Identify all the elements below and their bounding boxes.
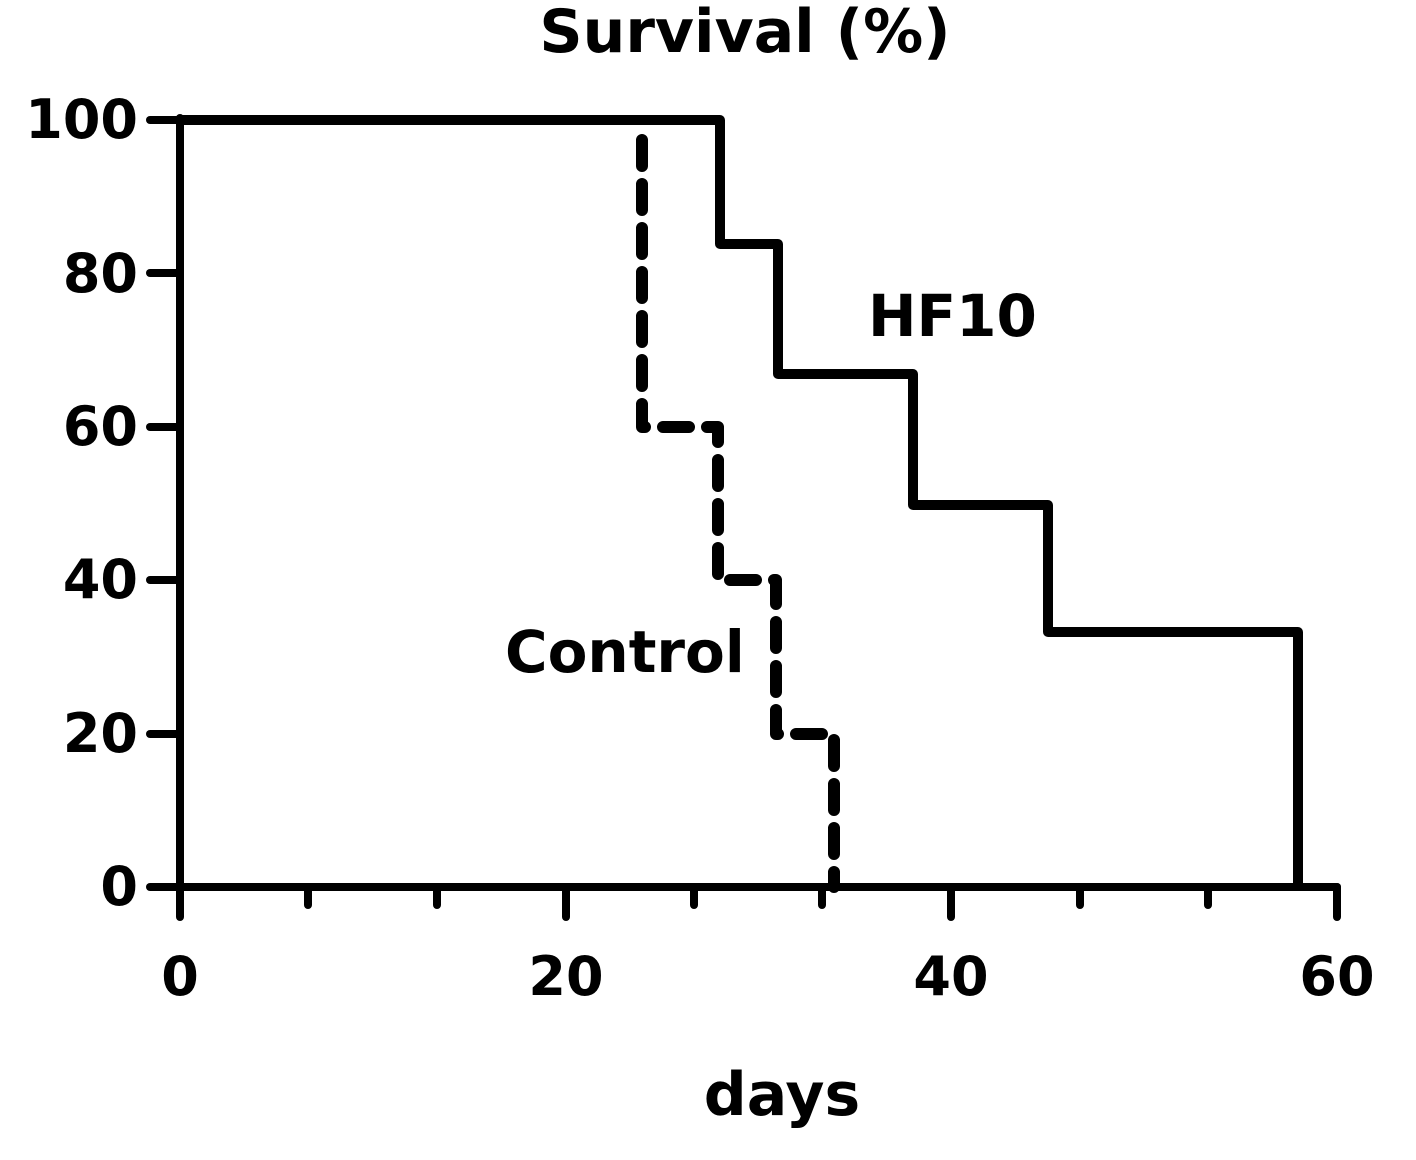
x-tick-label-60: 60 [1299,945,1375,1008]
y-tick-label-60: 60 [62,395,138,458]
y-tick-label-40: 40 [62,548,138,611]
x-tick-label-20: 20 [528,945,604,1008]
x-axis-major-ticks [562,883,1341,921]
y-tick-label-100: 100 [25,88,138,151]
x-tick-label-40: 40 [913,945,989,1008]
x-axis-label: days [703,1060,861,1130]
chart-title: Survival (%) [539,0,951,67]
x-axis-minor-ticks [304,883,1212,909]
y-tick-label-20: 20 [62,702,138,765]
series-hf10-line [180,115,1303,887]
series-label-control: Control [505,618,745,686]
x-tick-label-0: 0 [161,945,199,1008]
y-tick-label-80: 80 [62,242,138,305]
y-axis-ticks [146,116,184,738]
series-control-line [636,134,840,893]
series-label-hf10: HF10 [868,282,1037,350]
y-tick-label-0: 0 [100,855,138,918]
